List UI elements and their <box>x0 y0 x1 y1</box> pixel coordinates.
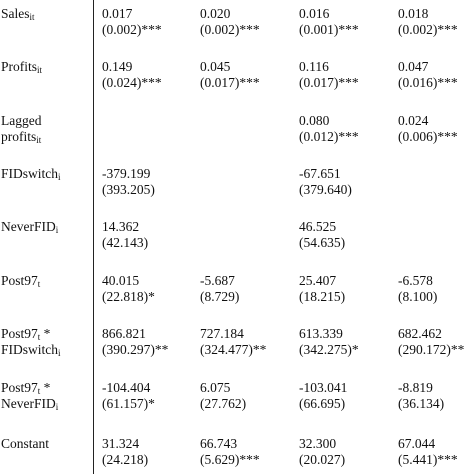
table-cell: 66.743 (5.629)*** <box>200 436 260 467</box>
table-cell: 866.821 (390.297)** <box>102 326 169 357</box>
row-label: Post97t * NeverFIDi <box>1 380 59 412</box>
row-label: FIDswitchi <box>1 166 61 182</box>
row-label: Post97t * FIDswitchi <box>1 326 61 358</box>
table-cell: -104.404 (61.157)* <box>102 380 155 411</box>
table-cell: 67.044 (5.441)*** <box>398 436 458 467</box>
column-divider <box>93 0 94 474</box>
table-cell: 0.116 (0.017)*** <box>299 59 359 90</box>
table-cell: -67.651 (379.640) <box>299 166 352 197</box>
table-cell: 14.362 (42.143) <box>102 219 149 250</box>
table-cell: 0.045 (0.017)*** <box>200 59 260 90</box>
table-cell: 0.080 (0.012)*** <box>299 113 359 144</box>
row-label: Profitsit <box>1 59 43 75</box>
table-cell: 32.300 (20.027) <box>299 436 346 467</box>
table-cell: 0.018 (0.002)*** <box>398 6 458 37</box>
row-label: Salesit <box>1 6 35 22</box>
table-cell: -379.199 (393.205) <box>102 166 155 197</box>
table-cell: 613.339 (342.275)* <box>299 326 359 357</box>
table-cell: -8.819 (36.134) <box>398 380 445 411</box>
row-label: Post97t <box>1 273 41 289</box>
table-cell: -103.041 (66.695) <box>299 380 348 411</box>
table-cell: 0.017 (0.002)*** <box>102 6 162 37</box>
table-cell: -6.578 (8.100) <box>398 273 438 304</box>
table-cell: 40.015 (22.818)* <box>102 273 155 304</box>
table-cell: 6.075 (27.762) <box>200 380 247 411</box>
table-cell: 0.024 (0.006)*** <box>398 113 458 144</box>
row-label: NeverFIDi <box>1 219 59 235</box>
table-cell: 727.184 (324.477)** <box>200 326 267 357</box>
row-label: Lagged profitsit <box>1 113 42 145</box>
table-cell: 0.020 (0.002)*** <box>200 6 260 37</box>
table-cell: 31.324 (24.218) <box>102 436 149 467</box>
table-cell: 0.016 (0.001)*** <box>299 6 359 37</box>
table-cell: 682.462 (290.172)** <box>398 326 465 357</box>
table-cell: -5.687 (8.729) <box>200 273 240 304</box>
table-cell: 25.407 (18.215) <box>299 273 346 304</box>
table-cell: 0.149 (0.024)*** <box>102 59 162 90</box>
table-cell: 0.047 (0.016)*** <box>398 59 458 90</box>
table-cell: 46.525 (54.635) <box>299 219 346 250</box>
row-label: Constant <box>1 436 50 451</box>
